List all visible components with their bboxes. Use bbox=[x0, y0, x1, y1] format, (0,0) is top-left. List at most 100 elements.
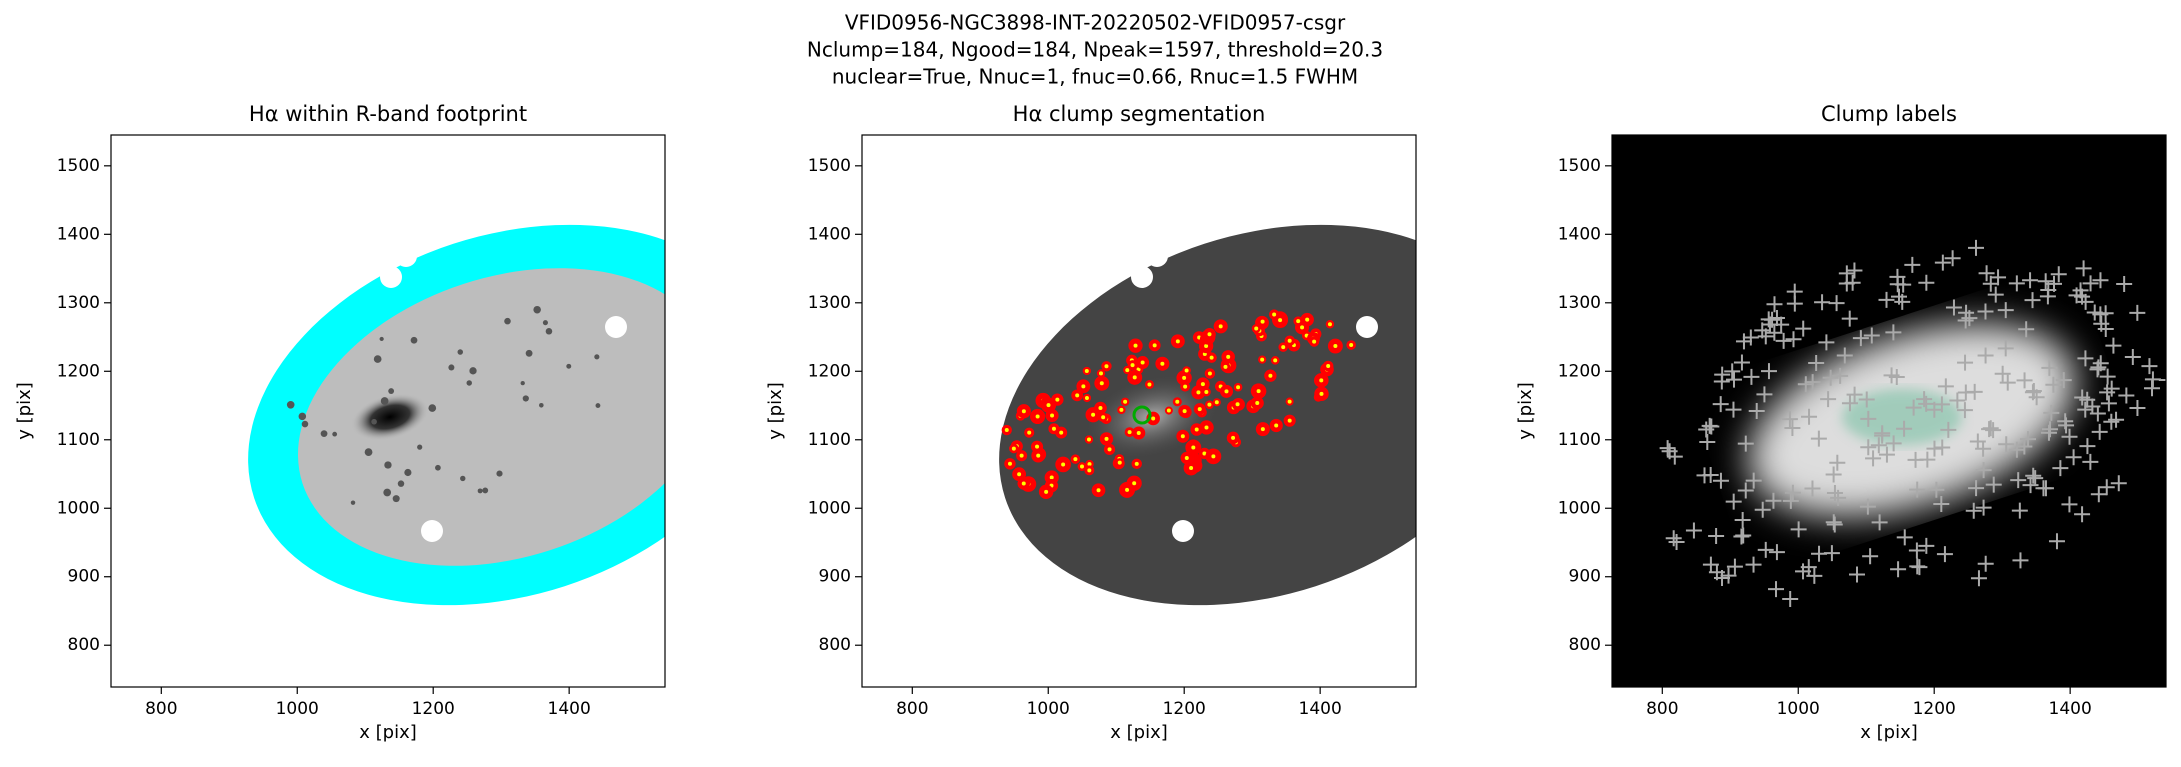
clump-core bbox=[1224, 389, 1229, 394]
clump-core bbox=[1254, 326, 1259, 331]
label-cross bbox=[1977, 303, 1994, 320]
clump-core bbox=[1021, 481, 1026, 486]
label-cross bbox=[1743, 368, 1760, 385]
label-cross bbox=[1714, 569, 1731, 586]
y-tick-label: 1200 bbox=[57, 361, 100, 381]
label-cross bbox=[1907, 451, 1924, 468]
x-tick-label: 1000 bbox=[1777, 699, 1820, 719]
clump-core bbox=[1207, 402, 1212, 407]
label-cross bbox=[1977, 347, 1994, 364]
label-cross bbox=[1957, 384, 1974, 401]
clump-core bbox=[1300, 325, 1305, 330]
texture bbox=[522, 395, 529, 402]
label-cross bbox=[2016, 438, 2033, 455]
label-cross bbox=[1801, 408, 1818, 425]
y-tick-label: 900 bbox=[1569, 567, 1601, 587]
texture bbox=[350, 500, 356, 505]
label-cross bbox=[1949, 392, 1966, 409]
texture bbox=[380, 397, 389, 405]
texture bbox=[320, 430, 328, 437]
label-cross bbox=[2079, 438, 2096, 455]
label-cross bbox=[1701, 417, 1718, 434]
clump-core bbox=[1084, 368, 1089, 373]
label-cross bbox=[1712, 396, 1729, 413]
texture bbox=[448, 364, 455, 371]
label-cross bbox=[2027, 470, 2044, 487]
clump-core bbox=[1260, 427, 1265, 432]
texture bbox=[332, 431, 338, 437]
y-tick-label: 1000 bbox=[57, 498, 100, 518]
clump-core bbox=[1079, 464, 1084, 469]
label-cross bbox=[1937, 378, 1954, 395]
label-cross bbox=[1909, 558, 1926, 575]
label-cross bbox=[1990, 269, 2007, 286]
clump-core bbox=[1183, 384, 1188, 389]
clump-core bbox=[1027, 430, 1032, 435]
label-cross bbox=[1985, 422, 2002, 439]
clump-core bbox=[1236, 385, 1241, 390]
y-tick-label: 1500 bbox=[808, 156, 851, 176]
label-cross bbox=[1933, 396, 1950, 413]
texture bbox=[525, 349, 533, 357]
clump-core bbox=[1136, 430, 1141, 435]
label-cross bbox=[1748, 403, 1765, 420]
label-cross bbox=[1808, 355, 1825, 372]
label-cross bbox=[2118, 387, 2135, 404]
label-cross bbox=[2048, 533, 2065, 550]
clump-core bbox=[1151, 416, 1156, 421]
clump-core bbox=[1136, 367, 1141, 372]
x-tick-label: 1400 bbox=[1299, 699, 1342, 719]
label-cross bbox=[1766, 324, 1783, 341]
clump-core bbox=[1184, 455, 1189, 460]
label-cross bbox=[1659, 440, 1676, 457]
label-cross bbox=[1781, 411, 1798, 428]
label-cross bbox=[1804, 480, 1821, 497]
label-cross bbox=[2028, 389, 2045, 406]
label-cross bbox=[1970, 570, 1987, 587]
label-cross bbox=[1713, 373, 1730, 390]
clump-core bbox=[1119, 407, 1124, 412]
label-cross bbox=[1848, 566, 1865, 583]
label-cross bbox=[1878, 446, 1895, 463]
figure-title: VFID0956-NGC3898-INT-20220502-VFID0957-c… bbox=[845, 11, 1346, 35]
label-cross bbox=[2075, 260, 2092, 277]
label-cross bbox=[1726, 558, 1743, 575]
clump-core bbox=[1019, 453, 1024, 458]
figure-title: Nclump=184, Ngood=184, Npeak=1597, thres… bbox=[807, 38, 1383, 62]
label-cross bbox=[2092, 272, 2109, 289]
label-cross bbox=[1782, 492, 1799, 509]
y-tick-label: 1000 bbox=[808, 498, 851, 518]
label-cross bbox=[1975, 440, 1992, 457]
label-cross bbox=[1918, 395, 1935, 412]
clump-core bbox=[1223, 364, 1228, 369]
label-cross bbox=[1908, 542, 1925, 559]
label-cross bbox=[1829, 454, 1846, 471]
label-cross bbox=[2077, 401, 2094, 418]
x-tick-label: 1000 bbox=[276, 699, 319, 719]
label-cross bbox=[1836, 347, 1853, 364]
clump-core bbox=[1061, 462, 1066, 467]
label-cross bbox=[2092, 306, 2109, 323]
label-cross bbox=[1773, 316, 1790, 333]
label-cross bbox=[2045, 376, 2062, 393]
label-cross bbox=[1785, 331, 1802, 348]
label-cross bbox=[1841, 310, 1858, 327]
label-cross bbox=[2077, 350, 2094, 367]
texture bbox=[410, 336, 418, 344]
clump-core bbox=[1125, 487, 1130, 492]
clump-core bbox=[1127, 430, 1132, 435]
label-cross bbox=[1768, 310, 1785, 327]
label-cross bbox=[1918, 537, 1935, 554]
label-cross bbox=[2074, 506, 2091, 523]
label-cross bbox=[2099, 368, 2116, 385]
label-cross bbox=[1814, 294, 1831, 311]
clump-core bbox=[1107, 447, 1112, 452]
clump-core bbox=[1133, 343, 1138, 348]
label-cross bbox=[2057, 413, 2074, 430]
label-cross bbox=[2043, 404, 2060, 421]
label-cross bbox=[1965, 502, 1982, 519]
label-cross bbox=[1981, 421, 1998, 438]
clump-core bbox=[1098, 406, 1103, 411]
clump-core bbox=[1204, 389, 1209, 394]
label-cross bbox=[1859, 498, 1876, 515]
